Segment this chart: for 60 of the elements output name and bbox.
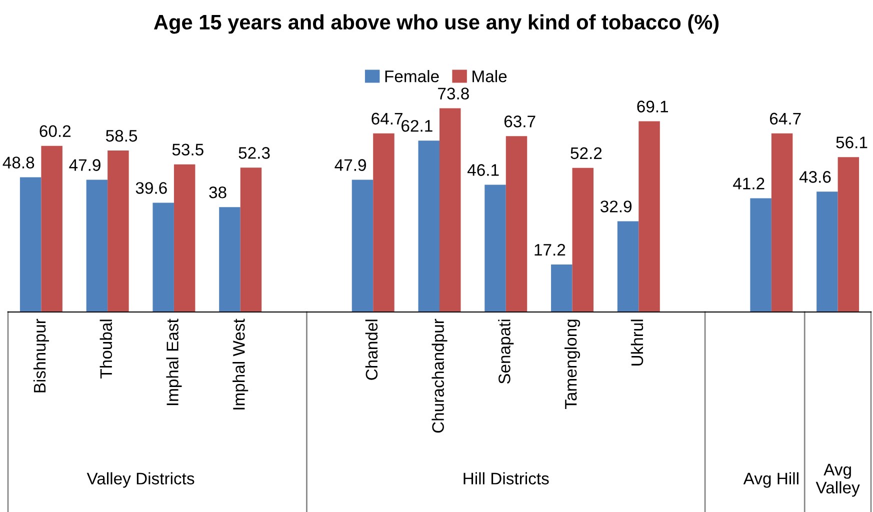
x-tick-label: Churachandpur (432, 318, 448, 433)
data-label: 56.1 (836, 136, 868, 148)
bar (506, 136, 528, 312)
data-label: 17.2 (534, 244, 566, 256)
data-label: 62.1 (402, 120, 432, 132)
legend-label: Female (385, 70, 439, 82)
data-label: 52.2 (570, 147, 602, 160)
data-label: 52.3 (238, 147, 270, 159)
data-label: 48.8 (2, 156, 34, 168)
data-label: 60.2 (40, 125, 71, 138)
x-tick-label: Ukhrul (630, 320, 644, 366)
bar (816, 192, 838, 312)
data-label: 53.5 (172, 144, 204, 156)
legend-label: Male (472, 70, 507, 82)
bar (572, 168, 594, 312)
bar (771, 133, 793, 312)
data-label: 32.9 (600, 200, 632, 212)
x-tick-label: Imphal East (166, 318, 182, 406)
data-label: 47.9 (69, 159, 100, 171)
bar (152, 202, 174, 312)
data-label: 47.9 (334, 159, 366, 171)
bar (638, 121, 660, 312)
x-tick-label: Senapati (498, 320, 514, 384)
text: Avg Hill (743, 472, 798, 488)
bar (41, 146, 62, 312)
data-label: 38 (209, 186, 226, 198)
bar (838, 157, 860, 312)
bar (551, 264, 572, 312)
chart-title: Age 15 years and above who use any kind of tobacco (%) (154, 14, 719, 34)
bar (440, 108, 461, 312)
bar (240, 168, 262, 312)
bar (617, 221, 639, 312)
text: Hill Districts (464, 472, 549, 484)
bar (108, 150, 129, 312)
bar (750, 198, 772, 312)
bar (352, 180, 374, 312)
x-tick-label: Bishnupur (33, 318, 49, 392)
data-label: 58.5 (106, 130, 138, 142)
text: Valley Districts (86, 472, 194, 488)
data-label: 39.6 (136, 182, 167, 194)
data-label: 41.2 (733, 178, 764, 190)
x-tick-label: Imphal West (232, 318, 248, 410)
x-tick-label: Thoubal (100, 320, 112, 378)
data-label: 73.8 (438, 88, 469, 100)
data-label: 64.7 (372, 112, 402, 125)
bar (418, 140, 440, 312)
data-label: 64.7 (770, 112, 801, 125)
x-tick-label: Tamenglong (564, 320, 580, 410)
bar (20, 177, 42, 312)
data-label: 46.1 (467, 164, 499, 176)
bar (219, 207, 240, 312)
x-tick-label: Chandel (365, 320, 378, 380)
bar (86, 180, 108, 312)
data-label: 43.6 (799, 171, 831, 183)
data-label: 69.1 (637, 100, 668, 112)
data-label: 63.7 (504, 116, 536, 128)
bar (174, 164, 196, 312)
text: Avg Valley (816, 464, 860, 497)
bar (484, 184, 506, 312)
bar (373, 133, 394, 312)
